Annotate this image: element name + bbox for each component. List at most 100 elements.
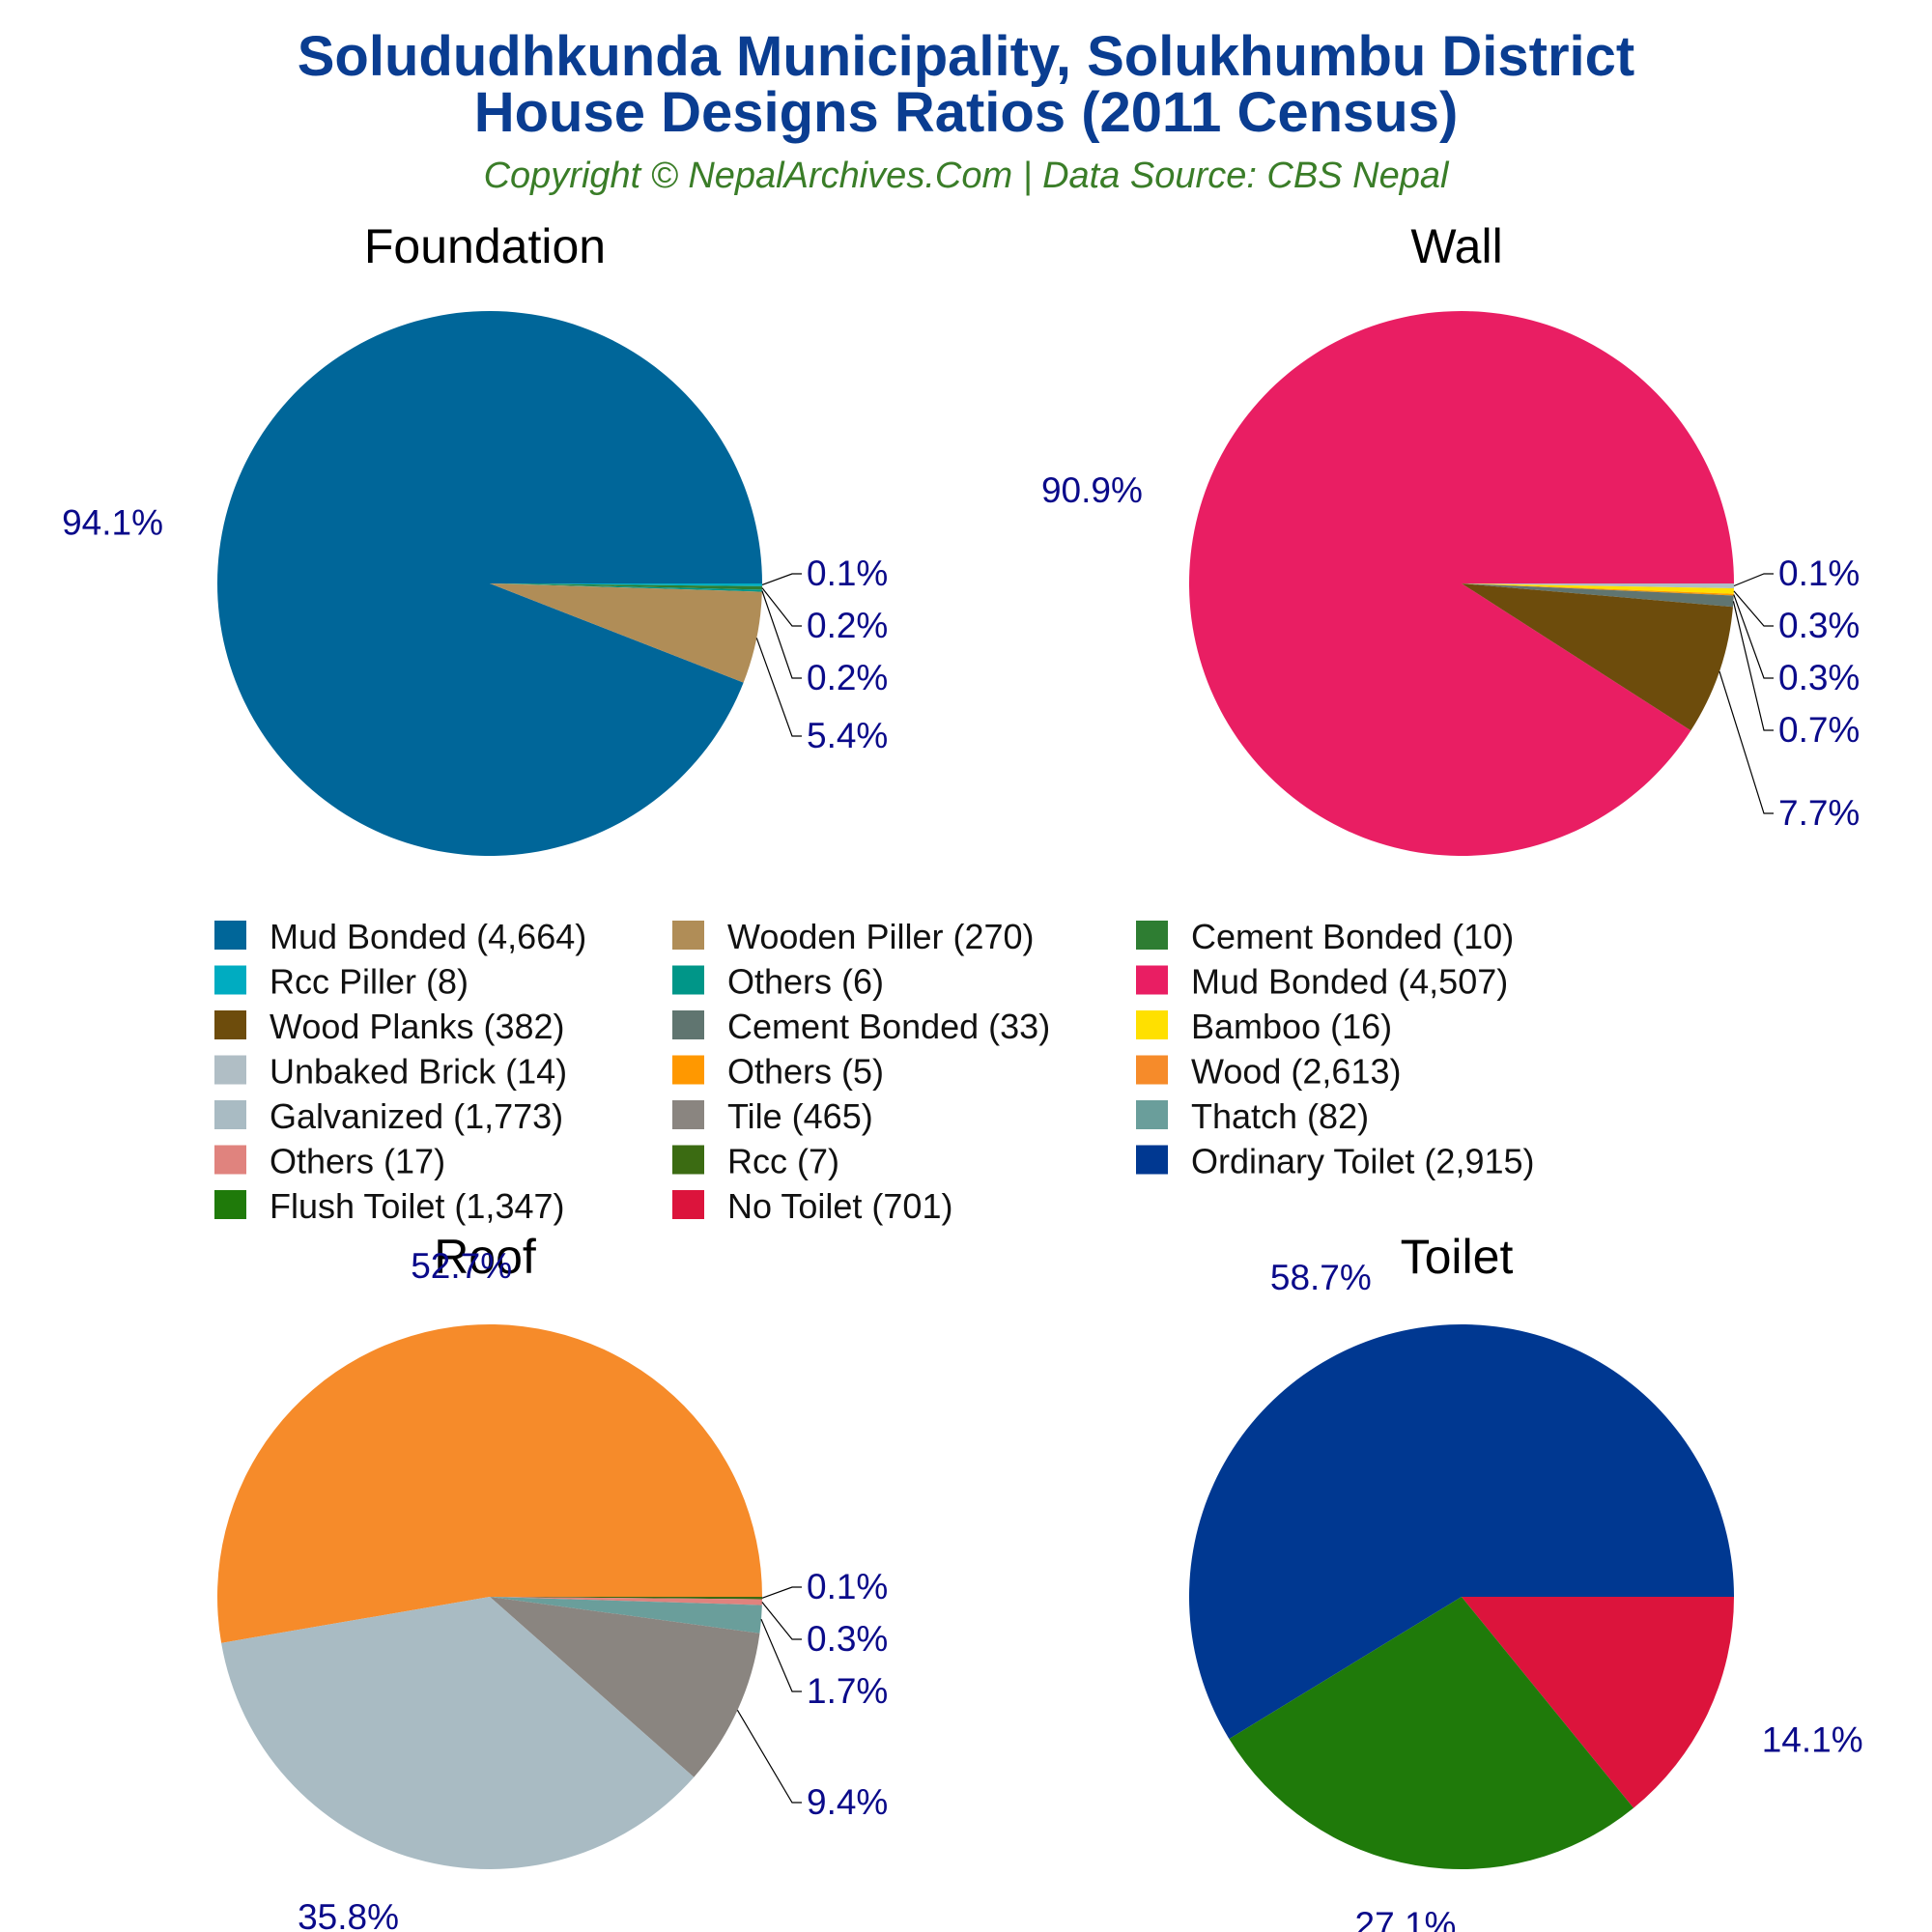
legend-swatch <box>214 1010 246 1039</box>
pie-slice-mud-bonded <box>1189 311 1734 857</box>
legend-label: Others (17) <box>270 1142 445 1181</box>
legend-label: Thatch (82) <box>1191 1096 1369 1136</box>
pct-label-wooden-piller: 5.4% <box>807 716 888 755</box>
leader-line <box>761 590 802 679</box>
pie-slice-cement-bonded <box>490 583 762 590</box>
pie-wall: 90.9% 0.1% 0.3% 0.3% 0.7% 7.7% <box>1041 311 1860 857</box>
leader-line <box>1733 573 1774 587</box>
legend-item: Mud Bonded (4,664) <box>214 917 586 956</box>
pct-label-rcc-piller: 0.1% <box>807 554 888 593</box>
legend-label: Mud Bonded (4,507) <box>1191 962 1508 1002</box>
pie-slice-wooden-piller <box>490 583 762 683</box>
leader-line <box>755 638 802 737</box>
legend-label: Others (5) <box>727 1052 884 1092</box>
pct-label-galvanized: 35.8% <box>298 1897 399 1932</box>
leader-line <box>1732 601 1774 731</box>
legend-swatch <box>214 1190 246 1219</box>
legend-swatch <box>1136 1010 1168 1039</box>
pie-slice-unbaked-brick <box>1462 583 1735 588</box>
legend-label: Cement Bonded (10) <box>1191 917 1514 956</box>
legend-item: Thatch (82) <box>1136 1096 1369 1136</box>
pie-toilet: 58.7% 14.1% 27.1% <box>1189 1258 1863 1932</box>
pie-title-toilet: Toilet <box>1401 1230 1514 1284</box>
leader-line <box>761 587 802 627</box>
legend-label: Wood (2,613) <box>1191 1052 1401 1092</box>
chart-title-line2: House Designs Ratios (2011 Census) <box>474 81 1459 144</box>
legend-label: No Toilet (701) <box>727 1186 952 1226</box>
pie-slice-tile <box>490 1597 760 1777</box>
legend-swatch <box>1136 1100 1168 1129</box>
pct-label-thatch: 1.7% <box>807 1671 888 1711</box>
legend: Mud Bonded (4,664) Wooden Piller (270) Cem… <box>214 917 1535 1226</box>
legend-swatch <box>672 1100 704 1129</box>
pie-roof: 52.7% 0.1% 0.3% 1.7% 9.4% 35.8% <box>217 1246 888 1932</box>
legend-swatch <box>214 1100 246 1129</box>
leader-line <box>1733 590 1774 627</box>
pie-slice-cement-bonded <box>1462 583 1734 608</box>
legend-item: Rcc Piller (8) <box>214 962 469 1002</box>
pct-label-others: 0.3% <box>807 1619 888 1659</box>
legend-label: Flush Toilet (1,347) <box>270 1186 565 1226</box>
pct-label-others: 0.2% <box>807 658 888 697</box>
legend-item: Others (17) <box>214 1142 445 1181</box>
pct-label-mud-bonded: 90.9% <box>1041 470 1143 510</box>
legend-label: Wood Planks (382) <box>270 1007 565 1046</box>
pie-slice-rcc <box>490 1597 763 1600</box>
pie-slice-wood-planks <box>1462 583 1733 731</box>
pct-label-wood: 52.7% <box>411 1246 512 1286</box>
legend-item: Wooden Piller (270) <box>672 917 1035 956</box>
legend-swatch <box>672 1010 704 1039</box>
pct-label-others: 0.3% <box>1778 658 1860 697</box>
legend-item: Wood (2,613) <box>1136 1052 1401 1092</box>
pie-slice-wood <box>217 1323 762 1643</box>
pie-slice-others <box>490 583 762 592</box>
legend-item: Cement Bonded (10) <box>1136 917 1514 956</box>
leader-line <box>761 1586 802 1599</box>
legend-item: Wood Planks (382) <box>214 1007 565 1046</box>
legend-item: Cement Bonded (33) <box>672 1007 1050 1046</box>
legend-label: Rcc (7) <box>727 1142 839 1181</box>
legend-item: Flush Toilet (1,347) <box>214 1186 565 1226</box>
legend-label: Tile (465) <box>727 1096 873 1136</box>
pie-slice-flush-toilet <box>1229 1597 1634 1869</box>
legend-swatch <box>1136 1055 1168 1085</box>
legend-item: Galvanized (1,773) <box>214 1096 563 1136</box>
legend-swatch <box>672 965 704 995</box>
leader-line <box>760 1618 802 1692</box>
legend-swatch <box>214 1055 246 1085</box>
legend-swatch <box>1136 1145 1168 1175</box>
legend-item: No Toilet (701) <box>672 1186 952 1226</box>
pie-slice-mud-bonded <box>216 310 762 856</box>
legend-label: Mud Bonded (4,664) <box>270 917 586 956</box>
legend-label: Bamboo (16) <box>1191 1007 1392 1046</box>
pie-slice-rcc-piller <box>490 583 763 586</box>
leader-line <box>1719 670 1774 814</box>
pct-label-rcc: 0.1% <box>807 1567 888 1606</box>
legend-item: Ordinary Toilet (2,915) <box>1136 1142 1535 1181</box>
legend-swatch <box>1136 965 1168 995</box>
pie-title-roof: Roof <box>434 1230 536 1284</box>
legend-item: Others (6) <box>672 962 884 1002</box>
pct-label-bamboo: 0.3% <box>1778 606 1860 645</box>
legend-item: Rcc (7) <box>672 1142 839 1181</box>
pie-slice-galvanized <box>221 1597 695 1869</box>
pie-slice-thatch <box>490 1597 762 1634</box>
legend-label: Rcc Piller (8) <box>270 962 469 1002</box>
pct-label-cement-bonded: 0.7% <box>1778 710 1860 750</box>
pct-label-ordinary-toilet: 58.7% <box>1270 1258 1372 1297</box>
pct-label-mud-bonded: 94.1% <box>62 502 163 542</box>
legend-item: Unbaked Brick (14) <box>214 1052 567 1092</box>
legend-item: Bamboo (16) <box>1136 1007 1392 1046</box>
pie-title-wall: Wall <box>1410 219 1502 273</box>
legend-swatch <box>1136 921 1168 950</box>
pie-slice-ordinary-toilet <box>1189 1324 1734 1740</box>
legend-swatch <box>672 1145 704 1175</box>
legend-item: Mud Bonded (4,507) <box>1136 962 1508 1002</box>
pie-slice-bamboo <box>1462 583 1734 594</box>
legend-swatch <box>672 1055 704 1085</box>
legend-label: Galvanized (1,773) <box>270 1096 563 1136</box>
legend-item: Others (5) <box>672 1052 884 1092</box>
pct-label-wood-planks: 7.7% <box>1778 793 1860 833</box>
leader-line <box>761 1602 802 1640</box>
